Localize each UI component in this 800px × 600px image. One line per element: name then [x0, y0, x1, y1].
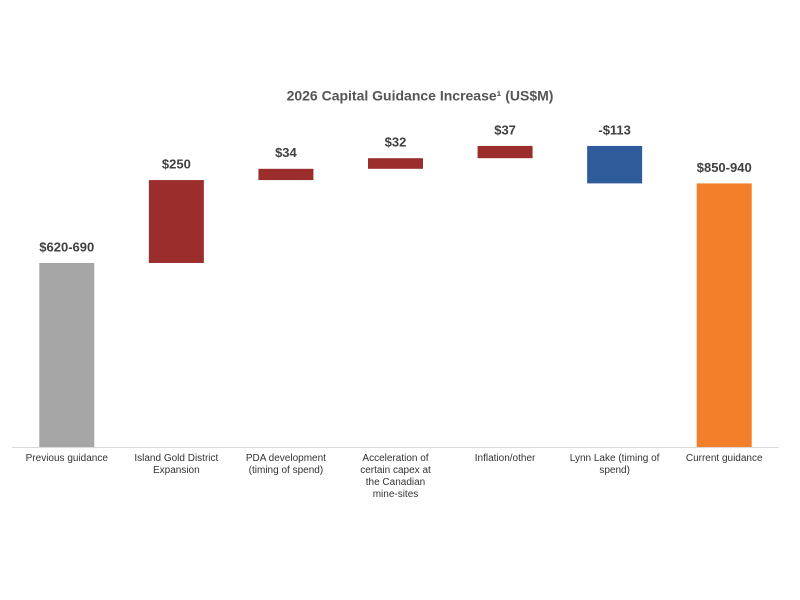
- x-tick-label: Inflation/other: [474, 453, 536, 464]
- x-tick-label: Acceleration of certain capex at the Can…: [360, 453, 431, 500]
- value-label: $34: [275, 145, 297, 160]
- value-label: $250: [162, 157, 191, 172]
- bar: [696, 183, 752, 448]
- value-label: $32: [385, 135, 407, 150]
- x-tick-label: Island Gold District Expansion: [134, 453, 219, 476]
- x-tick-label: Current guidance: [685, 453, 763, 464]
- x-tick-label: Lynn Lake (timing of spend): [569, 453, 660, 476]
- value-label: $37: [494, 122, 516, 137]
- bar: [148, 180, 204, 263]
- bar: [258, 168, 314, 181]
- bar: [39, 262, 95, 447]
- x-tick-label: PDA development (timing of spend): [245, 453, 326, 476]
- bar: [587, 145, 643, 184]
- value-label: -$113: [598, 122, 631, 137]
- chart-title: 2026 Capital Guidance Increase¹ (US$M): [287, 88, 554, 104]
- bar: [368, 158, 423, 169]
- value-label: $850-940: [697, 160, 752, 175]
- value-label: $620-690: [39, 239, 94, 254]
- bar: [477, 145, 533, 159]
- x-tick-label: Previous guidance: [25, 453, 108, 464]
